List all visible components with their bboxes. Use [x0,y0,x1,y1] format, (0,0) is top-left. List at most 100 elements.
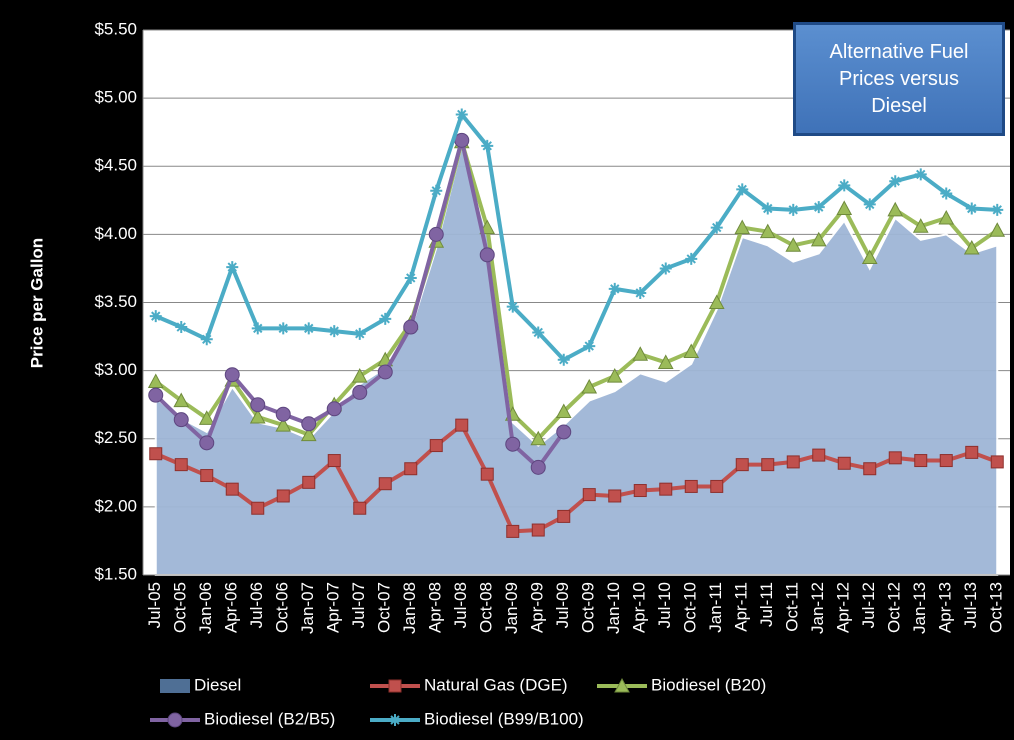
marker [301,416,317,432]
marker [786,455,800,469]
marker [403,319,419,335]
marker [479,247,495,263]
marker [912,218,929,233]
x-tick-label: Jan-12 [808,582,827,634]
y-axis-label: Price per Gallon [27,238,46,368]
marker [378,477,392,491]
legend-label: Natural Gas (DGE) [424,675,568,694]
x-tick-label: Apr-10 [630,582,649,633]
marker [389,714,401,726]
marker [200,333,213,346]
marker [388,679,402,693]
marker [939,454,953,468]
marker [606,368,623,383]
x-tick-label: Jul-08 [451,582,470,628]
legend-label: Biodiesel (B20) [651,675,766,694]
marker [837,456,851,470]
marker [965,202,978,215]
marker [430,184,443,197]
marker [302,322,315,335]
marker [582,488,596,502]
marker [149,310,162,323]
series-line [154,423,998,534]
marker [328,325,341,338]
marker [685,252,698,265]
marker [659,262,672,275]
marker [251,501,265,515]
marker [275,406,291,422]
marker [147,373,164,389]
marker [404,462,418,476]
marker [812,201,825,214]
x-tick-label: Jan-08 [400,582,419,634]
marker [455,108,468,121]
x-tick-label: Oct-12 [885,582,904,633]
marker [710,479,724,493]
marker [167,712,183,728]
marker [659,482,673,496]
marker [175,321,188,334]
x-tick-label: Oct-05 [171,582,190,633]
x-tick-label: Apr-12 [834,582,853,633]
marker [657,354,674,369]
marker [532,326,545,339]
x-tick-label: Jul-09 [553,582,572,628]
marker [634,286,647,299]
x-tick-label: Apr-08 [426,582,445,633]
marker [377,364,393,380]
y-tick-label: $5.50 [94,19,137,38]
marker [429,439,443,453]
marker [735,458,749,472]
legend-label: Diesel [194,675,241,694]
x-tick-label: Oct-10 [681,582,700,633]
marker [863,198,876,211]
marker [404,271,417,284]
series-line [154,139,999,441]
marker [736,183,749,196]
marker [608,489,622,503]
x-tick-label: Jul-12 [859,582,878,628]
y-tick-label: $3.00 [94,360,137,379]
marker [225,482,239,496]
marker [734,219,751,235]
marker [812,448,826,462]
x-tick-label: Jul-13 [961,582,980,628]
marker [963,239,980,255]
x-tick-label: Jul-05 [145,582,164,628]
marker [759,223,776,239]
marker [787,203,800,216]
x-tick-label: Apr-13 [936,582,955,633]
marker [836,200,853,215]
x-tick-label: Jul-06 [247,582,266,628]
marker [148,387,164,403]
marker [633,484,647,498]
x-tick-label: Jan-07 [298,582,317,634]
x-tick-label: Apr-07 [324,582,343,633]
marker [530,430,547,446]
marker [506,524,520,538]
marker [275,417,292,432]
marker [557,353,570,366]
x-tick-label: Oct-09 [579,582,598,633]
marker [505,436,521,452]
marker [454,132,470,148]
marker [914,454,928,468]
marker [224,367,240,383]
marker [761,458,775,472]
x-tick-label: Jan-09 [502,582,521,634]
marker [785,237,802,252]
x-tick-label: Jul-10 [655,582,674,628]
marker [506,300,519,313]
marker [300,426,317,442]
marker [200,469,214,483]
marker [556,424,572,440]
legend-label: Biodiesel (B2/B5) [204,709,335,728]
marker [173,412,189,428]
x-tick-label: Apr-09 [528,582,547,633]
marker [708,294,725,309]
marker [583,340,596,353]
y-tick-label: $5.00 [94,88,137,107]
x-tick-label: Oct-11 [783,582,802,632]
marker [353,327,366,340]
y-tick-label: $1.50 [94,564,137,583]
